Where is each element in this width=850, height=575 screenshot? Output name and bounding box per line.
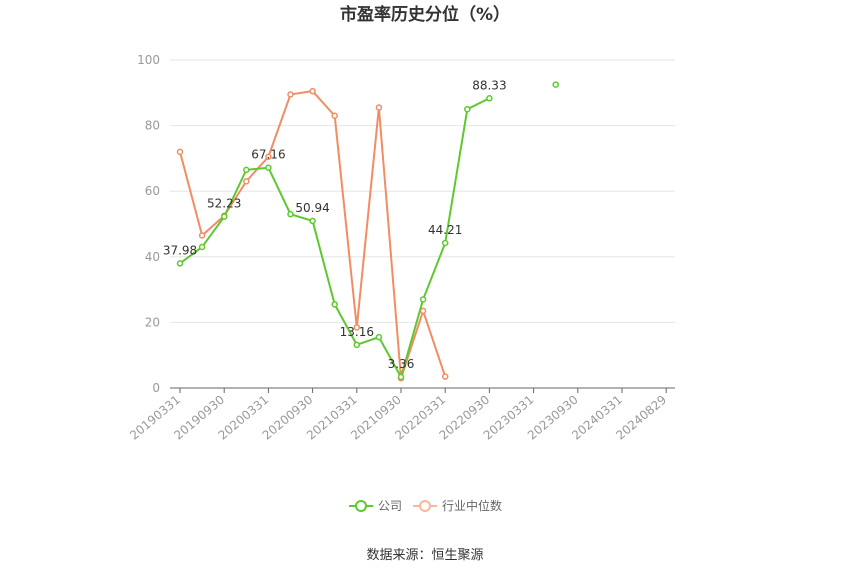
data-label-2: 67.16 [251,148,285,162]
series-1-point-3 [243,178,250,185]
series-0-point-6 [309,217,316,225]
series-0-point-13 [464,105,471,113]
series-0 [176,81,559,381]
series-0-point-10 [397,373,405,381]
data-source: 数据来源：恒生聚源 [366,548,483,563]
data-label-3: 50.94 [295,201,329,215]
series-1-point-12 [441,373,449,380]
legend-item-industry[interactable]: 行业中位数 [413,498,502,513]
legend-marker-company [355,500,367,512]
data-label-0: 37.98 [163,243,197,257]
y-tick-label-80: 80 [145,119,160,133]
y-tick-label-40: 40 [145,250,160,264]
series-0-point-3 [243,166,250,174]
series-0-point-9 [375,333,383,341]
series-0-point-14 [486,95,493,102]
data-label-7: 88.33 [472,78,506,92]
series-0-point-1 [198,243,206,251]
y-tick-label-100: 100 [137,53,160,67]
series-1-point-7 [331,112,338,120]
y-tick-label-60: 60 [145,184,160,198]
series-0-point-15 [552,81,559,88]
series-0-point-0 [176,260,184,267]
legend-item-company[interactable]: 公司 [349,499,402,513]
data-label-1: 52.23 [207,197,241,211]
series-0-point-12 [441,239,449,247]
data-label-4: 13.16 [340,325,374,339]
legend-marker-industry [419,500,431,512]
series-1-point-6 [309,87,316,95]
axes: 0204060801002019033120190930202003312020… [127,53,675,443]
series-0-point-7 [331,301,338,308]
series-0-point-5 [287,210,294,218]
series [176,81,559,382]
series-0-line-0 [179,97,490,378]
y-tick-label-20: 20 [145,315,160,329]
series-1-line-0 [179,90,447,380]
chart-title: 市盈率历史分位（%） [340,4,510,25]
series-1 [176,87,449,382]
legend[interactable]: 公司 行业中位数 [349,498,502,513]
series-0-point-2 [220,213,228,220]
series-1-point-5 [287,91,294,98]
grid [170,59,675,323]
legend-label-company: 公司 [378,499,402,513]
series-1-point-0 [176,148,184,156]
data-label-6: 44.21 [428,223,462,237]
series-0-point-11 [419,296,427,303]
series-0-point-8 [353,341,361,349]
series-1-point-8 [353,324,361,331]
series-1-point-4 [265,153,272,161]
series-0-point-4 [265,164,272,171]
data-label-5: 3.36 [388,357,415,371]
y-tick-label-0: 0 [152,381,160,395]
data-labels: 37.98 52.23 67.16 50.94 13.16 3.36 44.21 88.33 [163,78,507,371]
legend-label-industry: 行业中位数 [442,498,502,513]
series-1-point-9 [375,104,383,111]
series-1-point-1 [198,232,206,239]
